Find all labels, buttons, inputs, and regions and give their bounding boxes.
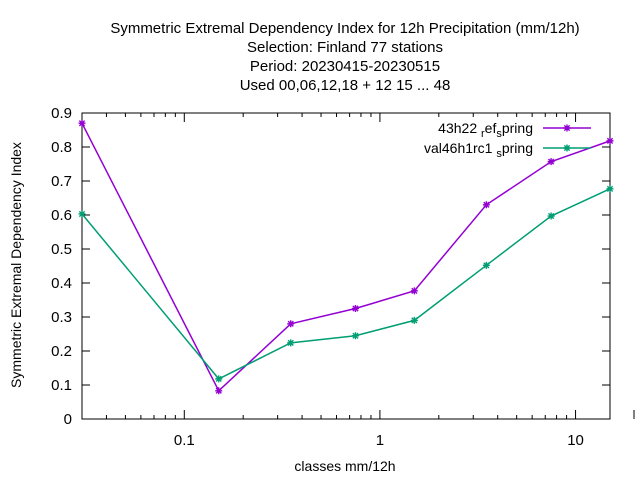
legend-label-part: r: [481, 128, 485, 140]
y-tick-label: 0.1: [51, 377, 72, 394]
series-1-point: [78, 119, 86, 127]
series-2-point: [482, 261, 490, 269]
series-2-point: [215, 375, 223, 383]
y-tick-label: 0: [64, 411, 72, 428]
legend-label-part: pring: [502, 120, 533, 136]
y-tick-label: 0.4: [51, 275, 72, 292]
chart-title: Symmetric Extremal Dependency Index for …: [110, 20, 579, 94]
x-tick-label: 10: [567, 432, 584, 449]
series-2-point: [410, 316, 418, 324]
y-tick-label: 0.8: [51, 139, 72, 156]
legend-label-part: s: [496, 128, 502, 140]
series-line-1: [81, 122, 611, 393]
plot-frame: [81, 112, 611, 420]
y-axis-label: Symmetric Extremal Dependency Index: [8, 142, 24, 388]
series-1-point: [547, 158, 555, 166]
series-1-point: [410, 287, 418, 295]
series-2-point: [547, 212, 555, 220]
series-1-point: [287, 320, 295, 328]
plot-axes: [81, 112, 611, 420]
x-tick-label: 1: [376, 432, 384, 449]
y-tick-label: 0.5: [51, 241, 72, 258]
y-tick-label: 0.2: [51, 343, 72, 360]
axis-ticks: 0 0.1 0.2 0.3 0.4 0.5 0.6 0.7 0.8 0.9 0.1 1 10: [51, 105, 635, 449]
series-2-point: [351, 332, 359, 340]
title-line: Used 00,06,12,18 + 12 15 ... 48: [240, 77, 451, 94]
legend-label-part: val46h1rc1: [424, 140, 496, 156]
title-line: Selection: Finland 77 stations: [247, 39, 443, 56]
series-1-point: [606, 137, 614, 145]
legend-label-part: s: [496, 148, 502, 160]
series-lines: [78, 119, 614, 395]
series-1-point: [351, 305, 359, 312]
series-line-2: [81, 188, 611, 380]
legend-label-part: ef: [485, 120, 497, 136]
legend-label-1: 43h22 refspring: [438, 120, 533, 140]
legend-label-part: 43h22: [438, 120, 481, 136]
y-tick-label: 0.3: [51, 309, 72, 326]
legend-marker-2: [563, 144, 571, 152]
legend-label-2: val46h1rc1 spring: [424, 140, 533, 160]
legend-label-part: pring: [502, 140, 533, 156]
y-tick-label: 0.6: [51, 207, 72, 224]
legend-marker-1: [563, 124, 571, 132]
x-tick-label: 0.1: [174, 432, 195, 449]
series-2-point: [78, 210, 86, 218]
title-line: Period: 20230415-20230515: [250, 58, 440, 75]
series-1-point: [215, 387, 223, 395]
title-line: Symmetric Extremal Dependency Index for …: [110, 20, 579, 37]
series-2-point: [606, 185, 614, 193]
x-axis-label: classes mm/12h: [294, 458, 395, 474]
y-tick-label: 0.7: [51, 173, 72, 190]
series-2-point: [287, 339, 295, 347]
series-1-point: [482, 201, 490, 209]
y-tick-label: 0.9: [51, 105, 72, 122]
